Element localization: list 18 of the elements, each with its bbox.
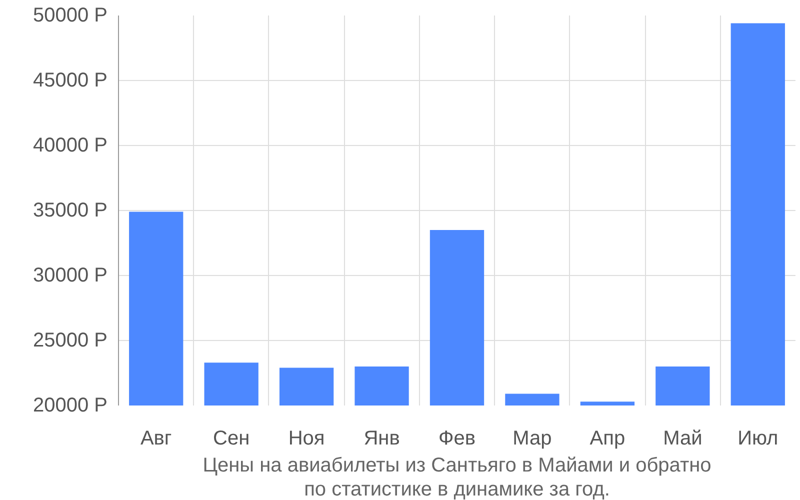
text: Цены на авиабилеты из Сантьяго в Майами и обратно (202, 454, 712, 476)
x-tick-label: Мар (512, 428, 552, 450)
y-tick-label: 30000 Р (32, 264, 108, 286)
x-tick-label: Янв (364, 428, 400, 450)
y-tick-label: 35000 Р (32, 200, 108, 222)
y-tick-label: 50000 Р (32, 4, 108, 26)
x-tick-label: Июл (738, 428, 778, 450)
y-tick-label: 20000 Р (32, 394, 108, 416)
text: по статистике в динамике за год. (304, 478, 610, 500)
x-tick-label: Сен (213, 428, 250, 450)
y-tick-label: 45000 Р (32, 70, 108, 92)
y-tick-label: 40000 Р (32, 134, 108, 156)
x-tick-label: Авг (140, 428, 172, 450)
x-tick-label: Май (663, 428, 702, 450)
x-tick-label: Фев (438, 428, 476, 450)
x-tick-label: Ноя (288, 428, 325, 450)
y-tick-label: 25000 Р (32, 330, 108, 352)
x-tick-label: Апр (590, 428, 626, 450)
